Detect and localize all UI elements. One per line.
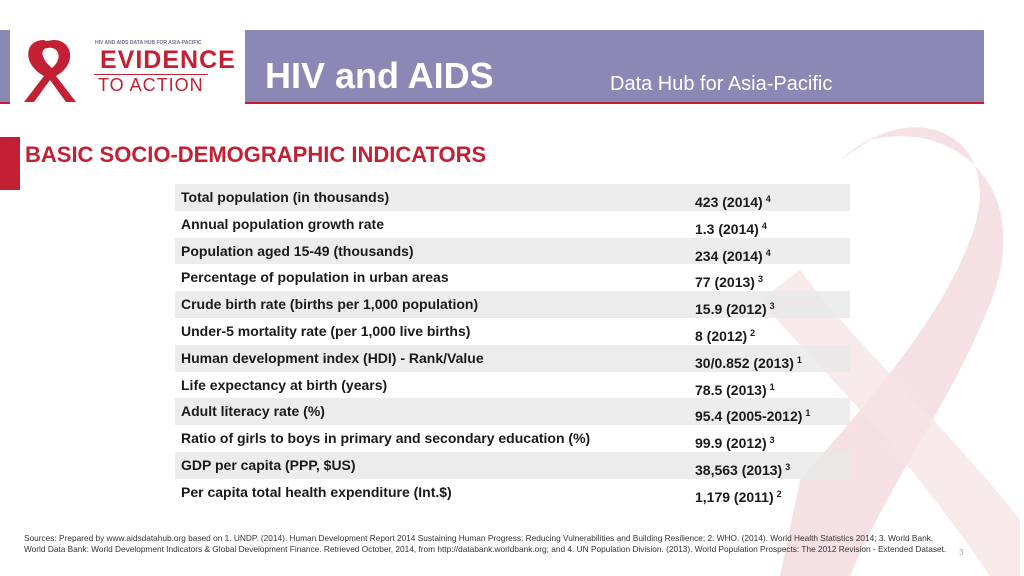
table-row: Per capita total health expenditure (Int… [175, 479, 850, 506]
section-title: BASIC SOCIO-DEMOGRAPHIC INDICATORS [25, 142, 487, 167]
table-row: Human development index (HDI) - Rank/Val… [175, 344, 850, 372]
indicator-value: 77 (2013) 3 [695, 274, 763, 291]
indicator-value: 423 (2014) 4 [695, 194, 771, 210]
sources-footnote: Sources: Prepared by www.aidsdatahub.org… [24, 533, 947, 554]
indicator-label: Population aged 15-49 (thousands) [181, 242, 414, 259]
indicator-value: 99.9 (2012) 3 [695, 435, 775, 452]
indicator-label: Percentage of population in urban areas [181, 269, 449, 286]
table-row: Ratio of girls to boys in primary and se… [175, 425, 850, 452]
indicator-value: 30/0.852 (2013) 1 [695, 354, 802, 371]
reference-number: 3 [757, 274, 763, 285]
reference-number: 3 [769, 301, 775, 312]
indicator-label: GDP per capita (PPP, $US) [181, 456, 356, 473]
indicator-value: 78.5 (2013) 1 [695, 381, 775, 398]
table-row: Total population (in thousands) 423 (201… [175, 184, 850, 211]
table-row: Population aged 15-49 (thousands) 234 (2… [175, 237, 850, 265]
reference-number: 4 [765, 247, 771, 258]
indicator-value: 1.3 (2014) 4 [695, 220, 767, 237]
logo-action-text: TO ACTION [94, 74, 208, 95]
reference-number: 2 [750, 327, 756, 338]
indicator-value: 38,563 (2013) 3 [695, 461, 791, 478]
header-banner: HIV AND AIDS DATA HUB FOR ASIA-PACIFIC E… [0, 30, 984, 104]
evidence-to-action-logo: HIV AND AIDS DATA HUB FOR ASIA-PACIFIC E… [10, 30, 245, 104]
reference-number: 3 [769, 435, 775, 446]
table-row: Annual population growth rate 1.3 (2014)… [175, 211, 850, 238]
page-title: HIV and AIDS [265, 55, 494, 96]
reference-number: 3 [785, 461, 791, 472]
indicator-label: Ratio of girls to boys in primary and se… [181, 430, 591, 447]
reference-number: 2 [776, 488, 782, 499]
table-row: Crude birth rate (births per 1,000 popul… [175, 291, 850, 318]
reference-number: 1 [769, 381, 775, 392]
indicator-label: Annual population growth rate [181, 215, 384, 232]
indicator-label: Per capita total health expenditure (Int… [181, 483, 452, 500]
section-accent-bar [0, 137, 20, 190]
page-subtitle: Data Hub for Asia-Pacific [610, 73, 833, 95]
indicators-table: Total population (in thousands) 423 (201… [175, 184, 850, 506]
table-row: GDP per capita (PPP, $US) 38,563 (2013) 3 [175, 451, 850, 479]
reference-number: 4 [761, 220, 767, 231]
table-row: Adult literacy rate (%) 95.4 (2005-2012)… [175, 398, 850, 426]
indicator-value: 15.9 (2012) 3 [695, 301, 775, 318]
page-number: 3 [959, 548, 964, 557]
logo-tagline: HIV AND AIDS DATA HUB FOR ASIA-PACIFIC [95, 40, 202, 46]
table-row: Percentage of population in urban areas … [175, 264, 850, 291]
reference-number: 4 [765, 194, 771, 204]
indicator-label: Adult literacy rate (%) [181, 403, 325, 420]
table-row: Under-5 mortality rate (per 1,000 live b… [175, 318, 850, 345]
table-row: Life expectancy at birth (years) 78.5 (2… [175, 372, 850, 399]
red-ribbon-icon [24, 40, 76, 102]
logo-evidence-text: EVIDENCE [100, 46, 236, 74]
reference-number: 1 [805, 408, 811, 419]
indicator-label: Human development index (HDI) - Rank/Val… [181, 349, 484, 366]
indicator-label: Crude birth rate (births per 1,000 popul… [181, 296, 479, 313]
indicator-value: 95.4 (2005-2012) 1 [695, 408, 811, 425]
indicator-value: 8 (2012) 2 [695, 327, 756, 344]
indicator-label: Total population (in thousands) [181, 189, 390, 205]
reference-number: 1 [796, 354, 802, 365]
indicator-label: Life expectancy at birth (years) [181, 376, 388, 393]
indicator-value: 234 (2014) 4 [695, 247, 771, 264]
indicator-label: Under-5 mortality rate (per 1,000 live b… [181, 322, 471, 339]
indicator-value: 1,179 (2011) 2 [695, 488, 782, 505]
